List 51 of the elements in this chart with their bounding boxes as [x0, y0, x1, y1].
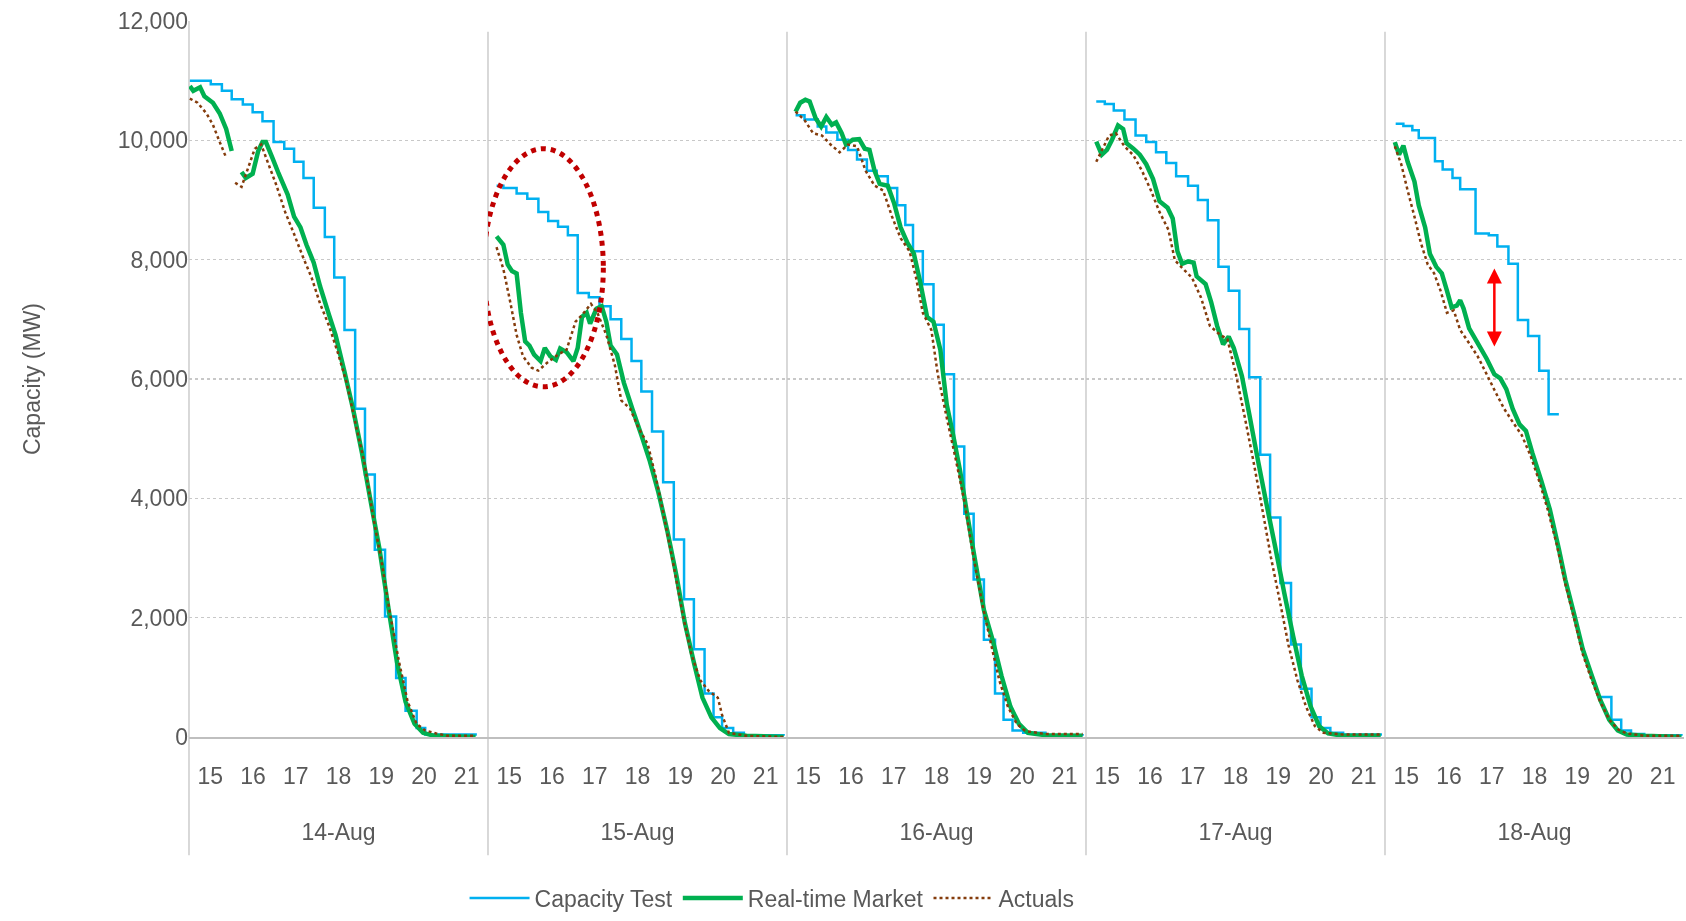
x-tick-label: 21	[1350, 763, 1377, 790]
x-tick-label: 21	[453, 763, 480, 790]
x-tick-label: 17	[1179, 763, 1206, 790]
x-tick-label: 15	[1393, 763, 1420, 790]
x-tick-label: 20	[1308, 763, 1334, 790]
x-tick-label: 21	[1649, 763, 1676, 790]
y-axis-title: Capacity (MW)	[19, 302, 46, 456]
legend-label: Actuals	[998, 886, 1074, 913]
x-axis-title: 18-Aug	[1497, 819, 1572, 846]
x-tick-label: 20	[411, 763, 437, 790]
x-axis-title: 16-Aug	[899, 819, 974, 846]
x-tick-label: 17	[282, 763, 309, 790]
y-tick-label: 4,000	[130, 485, 188, 512]
x-tick-label: 19	[1564, 763, 1591, 790]
x-axis-title: 17-Aug	[1198, 819, 1273, 846]
x-tick-label: 17	[581, 763, 608, 790]
x-tick-label: 15	[496, 763, 523, 790]
x-axis-title: 15-Aug	[600, 819, 675, 846]
x-tick-label: 16	[838, 763, 864, 790]
y-tick-label: 2,000	[130, 604, 188, 631]
x-tick-label: 18	[1521, 763, 1548, 790]
legend-label: Capacity Test	[534, 886, 673, 913]
x-tick-label: 17	[1478, 763, 1505, 790]
x-tick-label: 20	[1607, 763, 1633, 790]
x-tick-label: 19	[667, 763, 694, 790]
x-tick-label: 16	[539, 763, 565, 790]
y-tick-label: 6,000	[130, 366, 188, 393]
x-tick-label: 17	[880, 763, 907, 790]
y-tick-label: 8,000	[130, 246, 188, 273]
x-tick-label: 15	[1094, 763, 1121, 790]
legend-label: Real-time Market	[747, 886, 924, 913]
x-tick-label: 20	[1009, 763, 1035, 790]
x-tick-label: 15	[197, 763, 224, 790]
x-tick-label: 19	[1265, 763, 1292, 790]
x-tick-label: 15	[795, 763, 822, 790]
y-tick-label: 12,000	[117, 8, 188, 35]
x-tick-label: 16	[1137, 763, 1163, 790]
x-tick-label: 18	[325, 763, 352, 790]
x-tick-label: 19	[966, 763, 993, 790]
x-tick-label: 18	[923, 763, 950, 790]
x-tick-label: 16	[240, 763, 266, 790]
x-tick-label: 16	[1436, 763, 1462, 790]
x-tick-label: 18	[1222, 763, 1249, 790]
x-tick-label: 20	[710, 763, 736, 790]
x-tick-label: 21	[1051, 763, 1078, 790]
y-tick-label: 10,000	[117, 127, 188, 154]
x-tick-label: 19	[368, 763, 395, 790]
x-tick-label: 18	[624, 763, 651, 790]
y-tick-label: 0	[175, 724, 188, 751]
x-axis-title: 14-Aug	[301, 819, 376, 846]
x-tick-label: 21	[752, 763, 779, 790]
